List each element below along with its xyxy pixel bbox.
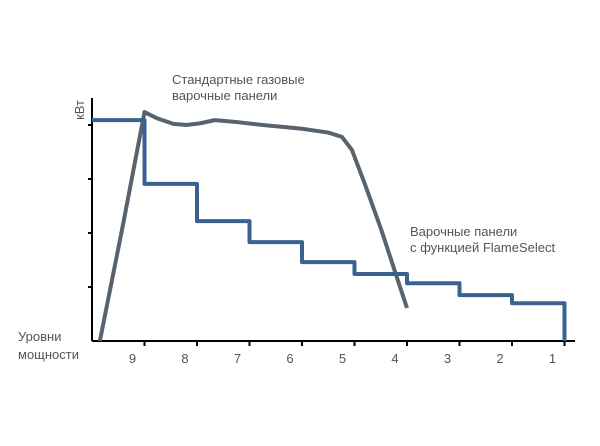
x-tick-label: 6 bbox=[286, 351, 293, 366]
x-tick-label: 2 bbox=[496, 351, 503, 366]
series-line bbox=[97, 110, 409, 342]
x-tick-label: 9 bbox=[129, 351, 136, 366]
x-tick-label: 4 bbox=[391, 351, 398, 366]
series-label: Варочные панели с функцией FlameSelect bbox=[410, 224, 555, 255]
x-tick-label: 3 bbox=[444, 351, 451, 366]
x-tick-label: 1 bbox=[549, 351, 556, 366]
x-tick-label: 5 bbox=[339, 351, 346, 366]
y-axis-label: кВт bbox=[72, 100, 87, 120]
x-axis-label: Уровни мощности bbox=[18, 329, 79, 362]
series-label: Стандартные газовые варочные панели bbox=[172, 72, 305, 103]
x-tick-label: 7 bbox=[234, 351, 241, 366]
x-tick-label: 8 bbox=[181, 351, 188, 366]
series-line bbox=[92, 118, 567, 341]
